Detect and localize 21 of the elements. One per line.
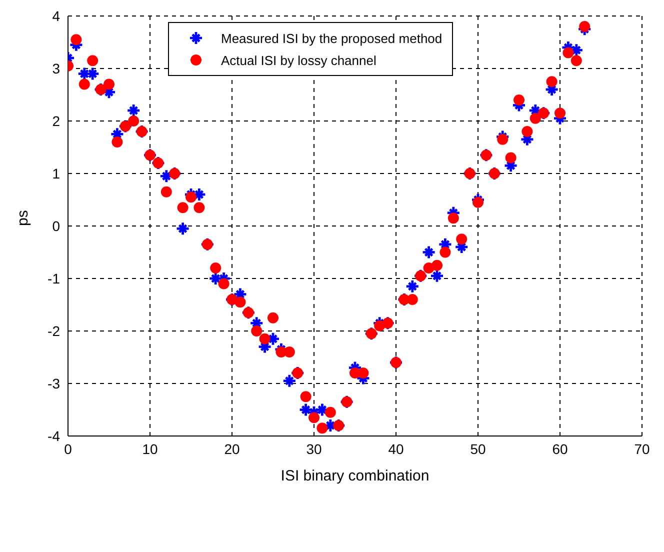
y-tick-label: 2	[52, 112, 60, 129]
x-tick-label: 20	[224, 440, 240, 457]
y-tick-label: 0	[52, 218, 60, 234]
y-tick-label: -1	[48, 270, 60, 286]
x-tick-label: 70	[634, 440, 650, 457]
y-tick-label: -2	[48, 322, 60, 339]
y-tick-label: -3	[48, 375, 60, 392]
x-tick-label: 0	[64, 440, 72, 457]
legend-label: Measured ISI by the proposed method	[221, 30, 442, 46]
legend-label: Actual ISI by lossy channel	[221, 52, 376, 68]
y-tick-label: 3	[52, 60, 60, 76]
x-tick-label: 30	[306, 440, 322, 457]
x-tick-label: 60	[552, 440, 568, 457]
x-tick-label: 10	[142, 440, 158, 457]
y-tick-label: -4	[48, 428, 60, 444]
x-tick-label: 40	[388, 440, 404, 457]
y-tick-label: 4	[52, 8, 60, 24]
x-tick-label: 50	[470, 440, 486, 457]
y-axis-title: ps	[14, 210, 32, 226]
x-axis-title: ISI binary combination	[280, 468, 430, 485]
y-tick-label: 1	[52, 165, 60, 182]
